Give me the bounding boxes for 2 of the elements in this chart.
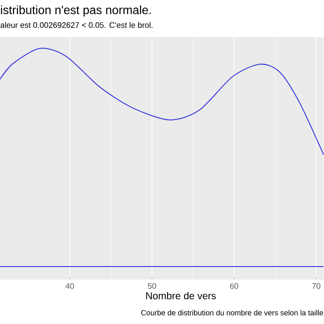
chart-title: istribution n'est pas normale. xyxy=(1,6,151,17)
x-axis-title: Nombre de vers xyxy=(146,292,216,300)
